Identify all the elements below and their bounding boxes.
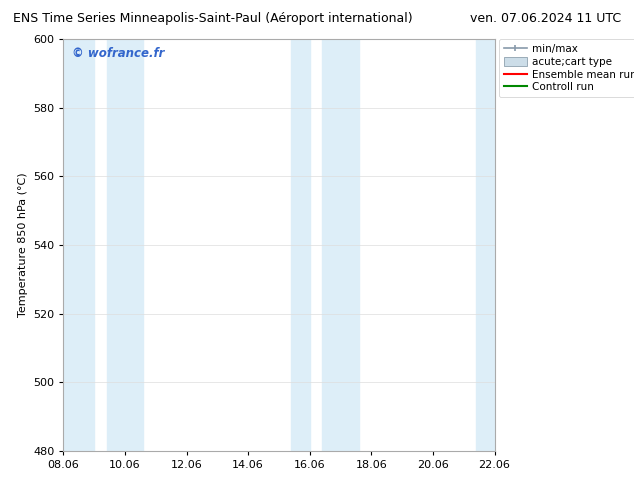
Bar xyxy=(291,39,310,451)
Text: ENS Time Series Minneapolis-Saint-Paul (Aéroport international): ENS Time Series Minneapolis-Saint-Paul (… xyxy=(13,12,412,25)
Bar xyxy=(107,39,143,451)
Y-axis label: Temperature 850 hPa (°C): Temperature 850 hPa (°C) xyxy=(18,172,27,318)
Text: ven. 07.06.2024 11 UTC: ven. 07.06.2024 11 UTC xyxy=(470,12,621,25)
Legend: min/max, acute;cart type, Ensemble mean run, Controll run: min/max, acute;cart type, Ensemble mean … xyxy=(499,39,634,98)
Bar xyxy=(63,39,94,451)
Bar xyxy=(322,39,359,451)
Text: © wofrance.fr: © wofrance.fr xyxy=(72,48,164,60)
Bar xyxy=(476,39,495,451)
